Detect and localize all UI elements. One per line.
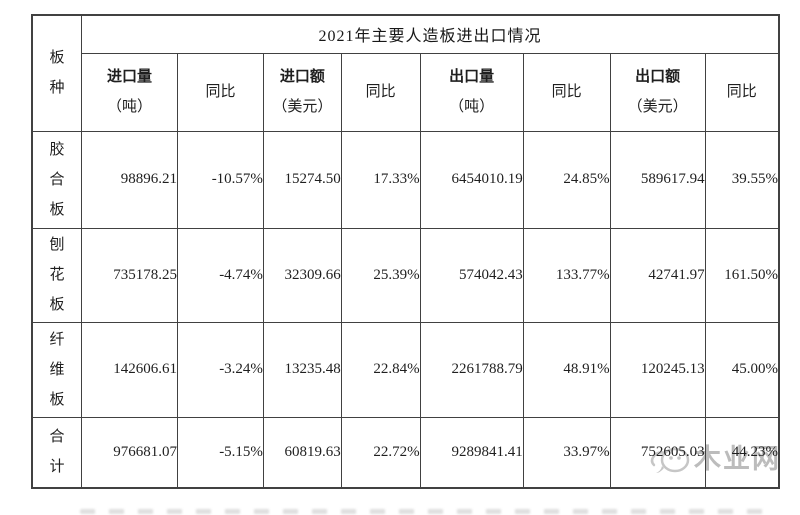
table-row-fiberboard: 纤维板 142606.61 -3.24% 13235.48 22.84% 226… [31, 321, 780, 418]
data-cell: 6454010.19 [419, 130, 524, 229]
col-header-line1: 出口额 [635, 69, 681, 85]
data-cell: -5.15% [177, 416, 264, 489]
table-title: 2021年主要人造板进出口情况 [81, 14, 780, 54]
col-header-line2: （美元） [627, 99, 688, 115]
data-cell: 161.50% [704, 227, 780, 323]
data-cell: 48.91% [522, 321, 611, 418]
table-row-total: 合计 976681.07 -5.15% 60819.63 22.72% 9289… [31, 416, 780, 489]
data-cell: 120245.13 [609, 321, 706, 418]
col-header-yoy-2: 同比 [340, 52, 421, 132]
data-cell: 133.77% [522, 227, 611, 323]
table-row-particleboard: 刨花板 735178.25 -4.74% 32309.66 25.39% 574… [31, 227, 780, 323]
data-cell: 42741.97 [609, 227, 706, 323]
data-cell: 17.33% [340, 130, 421, 229]
data-cell: -4.74% [177, 227, 264, 323]
data-cell: 98896.21 [81, 130, 179, 229]
table-row-plywood: 胶合板 98896.21 -10.57% 15274.50 17.33% 645… [31, 130, 780, 229]
import-export-table: 板 种 2021年主要人造板进出口情况 进口量 （吨） 同比 进口额 （美元） … [31, 14, 780, 489]
data-cell: 24.85% [522, 130, 611, 229]
col-header-yoy-1: 同比 [177, 52, 264, 132]
data-cell: 45.00% [704, 321, 780, 418]
data-cell: 735178.25 [81, 227, 179, 323]
data-cell: 976681.07 [81, 416, 179, 489]
data-cell: 60819.63 [262, 416, 342, 489]
data-cell: 22.84% [340, 321, 421, 418]
col-header-line1: 同比 [726, 84, 757, 100]
col-header-yoy-3: 同比 [522, 52, 611, 132]
col-header-export-volume: 出口量 （吨） [419, 52, 524, 132]
data-cell: -3.24% [177, 321, 264, 418]
col-header-line1: 进口额 [279, 69, 325, 85]
row-label: 胶合板 [31, 130, 83, 229]
col-header-line1: 同比 [365, 84, 396, 100]
col-header-line2: （美元） [272, 99, 333, 115]
data-cell: 22.72% [340, 416, 421, 489]
data-cell: 33.97% [522, 416, 611, 489]
row-label: 纤维板 [31, 321, 83, 418]
data-cell: 25.39% [340, 227, 421, 323]
data-cell: 142606.61 [81, 321, 179, 418]
col-header-line2: （吨） [107, 99, 153, 115]
corner-header-panel-type: 板 种 [31, 14, 83, 132]
col-header-line1: 同比 [551, 84, 582, 100]
data-cell: 32309.66 [262, 227, 342, 323]
data-cell: 2261788.79 [419, 321, 524, 418]
clipped-text-remnant [80, 509, 770, 514]
col-header-line1: 出口量 [449, 69, 495, 85]
col-header-export-value: 出口额 （美元） [609, 52, 706, 132]
data-cell: 574042.43 [419, 227, 524, 323]
col-header-import-value: 进口额 （美元） [262, 52, 342, 132]
data-cell: 15274.50 [262, 130, 342, 229]
data-cell: 44.23% [704, 416, 780, 489]
row-label: 合计 [31, 416, 83, 489]
data-cell: 752605.03 [609, 416, 706, 489]
col-header-line1: 进口量 [107, 69, 153, 85]
col-header-yoy-4: 同比 [704, 52, 780, 132]
col-header-import-volume: 进口量 （吨） [81, 52, 179, 132]
data-cell: 589617.94 [609, 130, 706, 229]
data-cell: 9289841.41 [419, 416, 524, 489]
data-cell: -10.57% [177, 130, 264, 229]
data-cell: 13235.48 [262, 321, 342, 418]
row-label: 刨花板 [31, 227, 83, 323]
col-header-line2: （吨） [449, 99, 495, 115]
data-cell: 39.55% [704, 130, 780, 229]
col-header-line1: 同比 [205, 84, 236, 100]
